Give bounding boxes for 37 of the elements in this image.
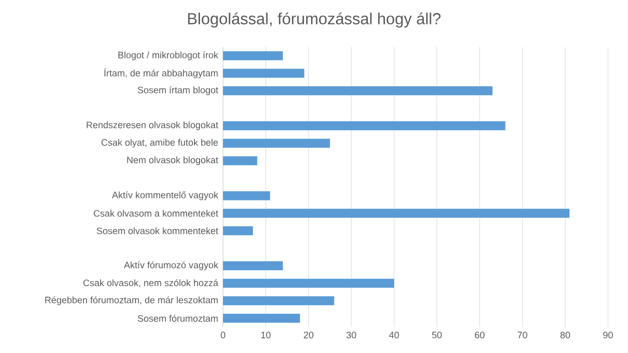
x-tick-label: 70 [518, 332, 528, 338]
bar [223, 208, 570, 218]
bar [223, 156, 258, 166]
x-tick-label: 90 [603, 332, 613, 338]
y-tick-label: Sosem fórumoztam [138, 314, 218, 322]
bar [223, 278, 394, 288]
bar [223, 51, 283, 60]
bar [223, 86, 492, 96]
bar [223, 68, 304, 78]
y-tick-label: Csak olyat, amibe futok bele [102, 138, 218, 148]
y-tick-label: Rendszeresen olvasok blogokat [86, 121, 218, 130]
bar [223, 261, 283, 270]
bar [223, 191, 270, 200]
y-tick-label: Nem olvasok blogokat [127, 156, 218, 166]
x-tick-label: 0 [220, 332, 226, 338]
x-tick-label: 30 [346, 332, 356, 338]
bar [223, 121, 506, 130]
x-tick-label: 80 [560, 332, 570, 338]
y-tick-label: Aktív fórumozó vagyok [124, 261, 218, 270]
bar [223, 226, 253, 236]
x-tick-label: 40 [389, 332, 399, 338]
x-tick-label: 20 [304, 332, 314, 338]
chart-title: Blogolással, fórumozással hogy áll? [188, 12, 441, 28]
y-tick-label: Sosem olvasok kommenteket [96, 227, 218, 234]
y-tick-label: Sosem írtam blogot [138, 86, 218, 96]
y-tick-label: Csak olvasom a kommenteket [94, 210, 218, 217]
bar [223, 314, 300, 323]
bar [223, 296, 334, 306]
bar [223, 138, 330, 148]
y-tick-label: Aktív kommentelő vagyok [112, 191, 218, 200]
x-tick-label: 50 [432, 332, 442, 338]
y-tick-label: Blogot / mikroblogot írok [118, 51, 218, 60]
x-tick-label: 60 [474, 332, 484, 338]
y-tick-label: Írtam, de már abbahagytam [104, 68, 218, 78]
x-tick-label: 10 [261, 332, 271, 338]
y-tick-label: Régebben fórumoztam, de már leszoktam [45, 296, 218, 306]
y-tick-label: Csak olvasok, nem szólok hozzá [83, 279, 218, 288]
